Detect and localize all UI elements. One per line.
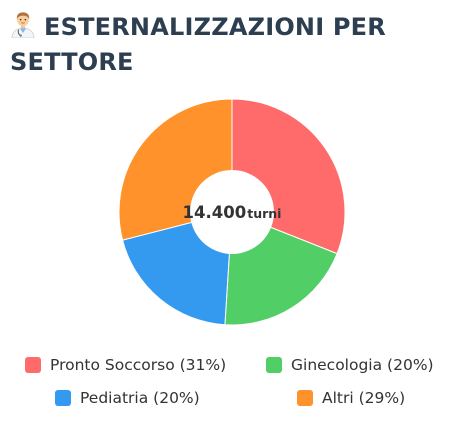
chart-title-text: ESTERNALIZZAZIONI PER SETTORE bbox=[10, 13, 386, 76]
chart-title: ESTERNALIZZAZIONI PER SETTORE bbox=[10, 10, 450, 80]
center-unit: turni bbox=[247, 206, 281, 221]
center-label: 14.400turni bbox=[183, 203, 282, 222]
donut-chart: 14.400turni bbox=[118, 98, 346, 326]
legend-label: Pediatria (20%) bbox=[80, 389, 200, 407]
legend-swatch bbox=[25, 357, 41, 373]
legend-label: Pronto Soccorso (31%) bbox=[50, 356, 227, 374]
legend-label: Altri (29%) bbox=[322, 389, 406, 407]
doctor-emoji-icon bbox=[11, 12, 35, 38]
legend-swatch bbox=[55, 390, 71, 406]
legend-swatch bbox=[297, 390, 313, 406]
legend-swatch bbox=[266, 357, 282, 373]
chart-legend: Pronto Soccorso (31%) Ginecologia (20%) … bbox=[0, 352, 460, 422]
donut-hole bbox=[190, 170, 274, 254]
legend-label: Ginecologia (20%) bbox=[291, 356, 434, 374]
center-value: 14.400 bbox=[183, 203, 247, 222]
